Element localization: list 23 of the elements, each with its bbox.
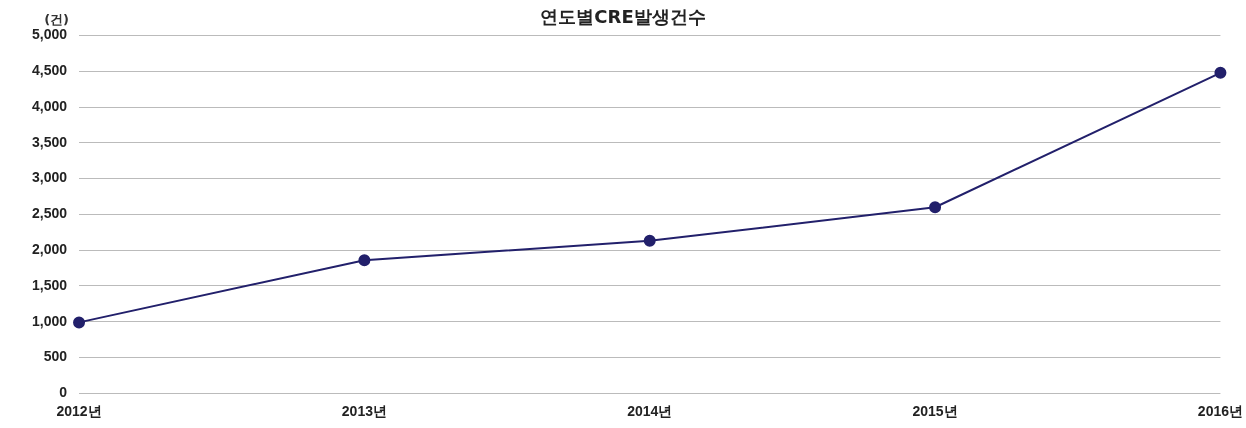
y-tick-label: 3,500 — [31, 133, 68, 150]
y-tick-label: 500 — [43, 348, 68, 365]
y-tick-label: 4,000 — [31, 97, 68, 114]
point — [1214, 66, 1227, 79]
x-tick-label: 2015년 — [912, 403, 958, 420]
point — [73, 316, 86, 329]
y-tick-label: 3,000 — [31, 169, 68, 186]
point — [358, 254, 371, 267]
y-tick-label: 4,500 — [31, 62, 68, 79]
point — [929, 201, 942, 214]
y-tick-label: 1,000 — [31, 312, 68, 329]
point — [643, 234, 656, 247]
x-tick-label: 2012년 — [56, 403, 102, 420]
y-tick-label: 0 — [59, 384, 68, 401]
x-tick-label: 2013년 — [341, 403, 387, 420]
y-tick-label: 5,000 — [31, 26, 68, 43]
chart-title: 연도별CRE발생건수 — [540, 6, 706, 28]
y-axis-title: (건) — [44, 12, 70, 28]
y-tick-label: 2,000 — [31, 241, 68, 258]
x-tick-label: 2016년 — [1197, 403, 1244, 420]
y-tick-label: 2,500 — [31, 205, 68, 222]
x-tick-label: 2014년 — [627, 403, 673, 420]
y-tick-label: 1,500 — [31, 276, 68, 293]
